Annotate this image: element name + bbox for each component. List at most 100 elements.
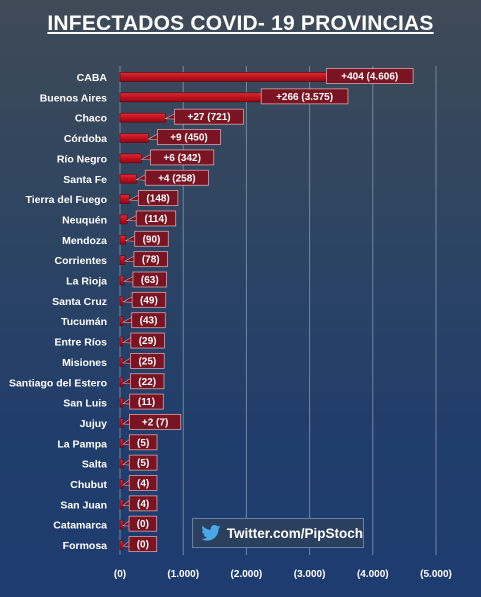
data-label-box bbox=[134, 230, 169, 247]
data-label-box bbox=[150, 149, 215, 166]
bar bbox=[119, 296, 124, 306]
data-label-box bbox=[130, 332, 165, 349]
data-label: +6 (342) bbox=[163, 153, 201, 164]
data-label-box bbox=[131, 312, 166, 329]
category-label: La Pampa bbox=[57, 438, 107, 450]
chart-title: INFECTADOS COVID- 19 PROVINCIAS bbox=[47, 12, 434, 35]
bar bbox=[119, 540, 124, 550]
data-label: +404 (4.606) bbox=[341, 72, 398, 83]
data-label: (49) bbox=[140, 295, 158, 306]
data-label: (25) bbox=[138, 356, 156, 367]
category-label: Catamarca bbox=[53, 520, 107, 532]
data-label-box bbox=[129, 373, 165, 390]
label-pointer bbox=[122, 295, 134, 303]
bar bbox=[119, 418, 124, 428]
data-label-box bbox=[137, 190, 179, 207]
category-label: Buenos Aires bbox=[40, 92, 107, 104]
data-label: (22) bbox=[138, 377, 156, 388]
bar bbox=[119, 194, 130, 204]
category-label: San Juan bbox=[60, 499, 107, 511]
category-label: San Luis bbox=[63, 398, 107, 410]
data-label: (78) bbox=[142, 255, 160, 266]
category-label: CABA bbox=[77, 72, 108, 84]
category-label: Tierra del Fuego bbox=[26, 194, 108, 206]
data-label: (0) bbox=[137, 519, 149, 530]
category-label: La Rioja bbox=[66, 276, 107, 288]
data-label-box bbox=[128, 536, 158, 552]
category-label: Santa Cruz bbox=[52, 296, 107, 308]
data-label: (0) bbox=[137, 540, 149, 551]
data-label-box bbox=[128, 475, 158, 491]
bar bbox=[119, 458, 124, 469]
category-label: Mendoza bbox=[62, 235, 107, 247]
data-label: (29) bbox=[139, 336, 157, 347]
data-label-box bbox=[128, 515, 158, 532]
twitter-watermark: Twitter.com/PipStoch bbox=[192, 518, 364, 548]
data-label-box bbox=[144, 169, 209, 186]
twitter-bird-icon bbox=[201, 525, 221, 541]
label-pointer bbox=[124, 234, 136, 242]
data-label: (114) bbox=[145, 214, 168, 225]
data-label: (63) bbox=[141, 275, 159, 286]
category-label: Misiones bbox=[62, 357, 107, 369]
label-pointer bbox=[121, 316, 134, 324]
bar bbox=[119, 275, 125, 286]
bar bbox=[119, 133, 149, 143]
category-label: Formosa bbox=[63, 540, 108, 552]
category-label: Tucumán bbox=[61, 316, 107, 328]
data-label-box bbox=[128, 495, 158, 512]
bar bbox=[119, 153, 142, 164]
bar bbox=[119, 499, 124, 510]
category-label: Chaco bbox=[75, 113, 107, 125]
category-label: Santa Fe bbox=[63, 174, 107, 186]
data-label-box bbox=[133, 251, 168, 268]
bar bbox=[119, 112, 166, 123]
twitter-handle: Twitter.com/PipStoch bbox=[226, 525, 363, 541]
category-label: Jujuy bbox=[80, 418, 108, 430]
bar bbox=[119, 336, 124, 347]
data-label-box bbox=[174, 108, 244, 125]
category-label: Santiago del Estero bbox=[9, 377, 107, 389]
data-label: (43) bbox=[140, 316, 158, 327]
label-pointer bbox=[122, 275, 135, 283]
label-pointer bbox=[140, 153, 152, 161]
data-label-box bbox=[325, 68, 414, 84]
data-label: +266 (3.575) bbox=[276, 92, 333, 103]
data-label-box bbox=[129, 393, 164, 410]
bar bbox=[119, 173, 137, 184]
category-label: Salta bbox=[82, 459, 107, 471]
label-pointer bbox=[128, 194, 140, 201]
category-label: Río Negro bbox=[57, 153, 107, 165]
bar bbox=[119, 519, 124, 530]
x-tick-label: (1.000) bbox=[167, 569, 199, 580]
category-label: Córdoba bbox=[64, 133, 107, 145]
x-tick-label: (0) bbox=[114, 569, 126, 580]
x-tick-label: (4.000) bbox=[357, 569, 389, 580]
x-tick-label: (3.000) bbox=[294, 569, 326, 580]
label-pointer bbox=[147, 133, 159, 140]
data-label-box bbox=[128, 454, 158, 471]
label-pointer bbox=[123, 255, 136, 262]
bar bbox=[119, 255, 126, 265]
bar bbox=[119, 235, 126, 245]
data-label: (4) bbox=[137, 499, 149, 510]
data-label-box bbox=[130, 352, 165, 369]
data-label: (148) bbox=[146, 194, 169, 205]
bar bbox=[119, 438, 124, 449]
x-tick-label: (2.000) bbox=[231, 569, 263, 580]
data-label-box bbox=[157, 129, 221, 145]
x-tick-label: (5.000) bbox=[420, 569, 452, 580]
label-pointer bbox=[135, 173, 147, 181]
category-label: Chubut bbox=[70, 479, 107, 491]
data-label-box bbox=[131, 291, 167, 308]
data-label: +27 (721) bbox=[188, 112, 231, 123]
data-label: (11) bbox=[138, 397, 155, 408]
bar bbox=[119, 214, 128, 225]
label-pointer bbox=[164, 112, 176, 120]
data-label-box bbox=[129, 414, 182, 430]
category-label: Corrientes bbox=[54, 255, 107, 267]
data-label: +9 (450) bbox=[170, 133, 208, 144]
bar bbox=[119, 479, 124, 489]
bar bbox=[119, 357, 124, 367]
